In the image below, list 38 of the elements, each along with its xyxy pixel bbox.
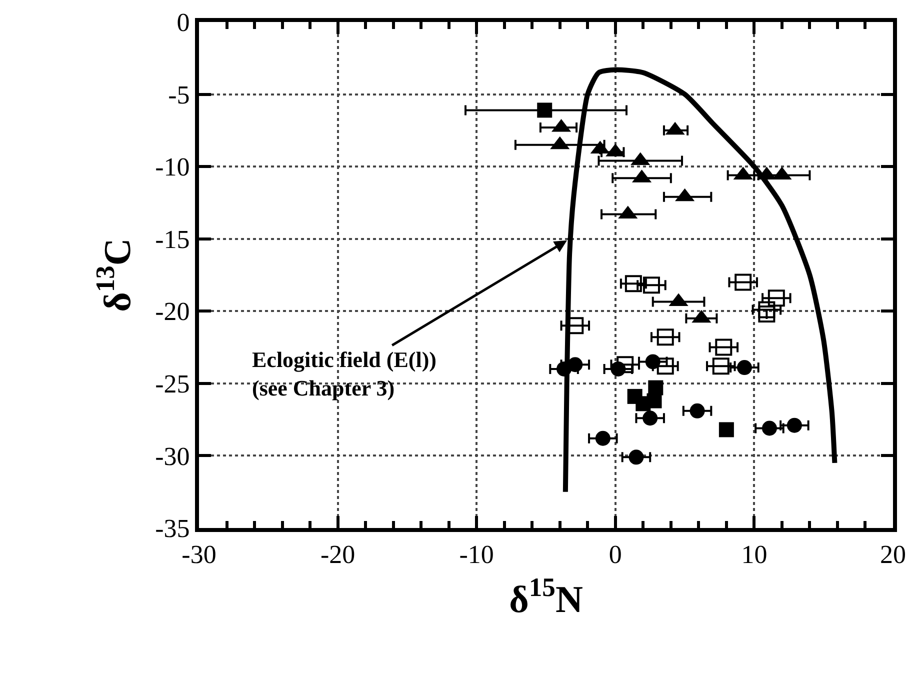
- point: [690, 403, 705, 418]
- y-tick-label: -35: [155, 514, 190, 544]
- y-tick-label: -25: [155, 370, 190, 399]
- point: [758, 306, 776, 323]
- point: [645, 354, 660, 370]
- point: [786, 418, 802, 433]
- y-tick-label: -30: [155, 442, 190, 471]
- point: [616, 356, 634, 374]
- point: [718, 422, 734, 438]
- annotation: Eclogitic field (E(l)) (see Chapter 3): [252, 347, 437, 401]
- y-tick-label: -5: [168, 80, 190, 110]
- x-tick-label: 10: [741, 540, 768, 570]
- point: [610, 361, 626, 376]
- point: [642, 410, 658, 426]
- point: [656, 358, 674, 375]
- point: [734, 274, 752, 291]
- y-tick-label: -15: [155, 224, 190, 254]
- point: [568, 357, 583, 372]
- x-axis-title: δ$^{15}$N: [509, 572, 583, 621]
- x-tick-label: 20: [880, 540, 906, 570]
- point: [736, 360, 752, 376]
- y-tick-label: 0: [176, 8, 190, 38]
- x-tick-label: -20: [320, 540, 356, 570]
- x-tick-label: 0: [608, 540, 622, 570]
- point: [712, 358, 730, 375]
- point: [656, 328, 674, 346]
- point: [624, 275, 642, 292]
- point: [595, 430, 610, 446]
- point: [768, 290, 785, 307]
- x-tick-label: -10: [459, 540, 494, 570]
- y-tick-label: -20: [155, 297, 190, 326]
- point: [715, 338, 732, 356]
- point: [642, 276, 660, 294]
- point: [646, 393, 662, 408]
- point: [628, 450, 644, 465]
- point: [762, 420, 777, 436]
- point: [758, 301, 776, 318]
- y-tick-label: -10: [155, 152, 190, 182]
